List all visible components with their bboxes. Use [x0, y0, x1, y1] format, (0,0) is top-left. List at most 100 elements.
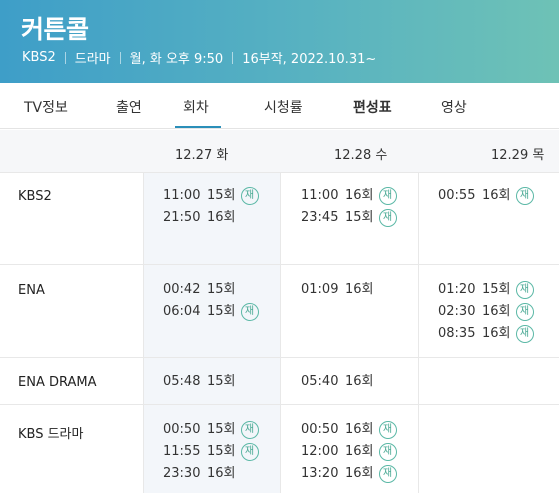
broadcast-slot: 02:30 16회 재: [438, 301, 534, 323]
meta-channel[interactable]: KBS2: [22, 50, 56, 65]
slot-time: 08:35: [438, 326, 476, 341]
slot-time: 06:04: [163, 304, 201, 319]
rerun-badge: 재: [515, 281, 534, 299]
date-col-3: 12.29 목: [491, 148, 545, 163]
slot-episode: 15회: [207, 282, 236, 297]
meta-divider: [232, 51, 234, 64]
slot-time: 12:00: [301, 444, 339, 459]
slot-time: 01:20: [438, 282, 476, 297]
slot-time: 00:50: [301, 422, 339, 437]
slot-episode: 15회: [482, 282, 511, 297]
today-column-highlight: [143, 173, 280, 493]
slot-episode: 16회: [345, 374, 374, 389]
date-col-1: 12.27 화: [175, 148, 229, 163]
rerun-badge: 재: [378, 187, 397, 205]
slot-episode: 15회: [207, 444, 236, 459]
slot-episode: 16회: [207, 210, 236, 225]
broadcast-slot: 05:40 16회: [301, 371, 374, 393]
slot-time: 11:00: [301, 188, 339, 203]
date-col-2: 12.28 수: [334, 148, 388, 163]
broadcast-slot: 01:20 15회 재: [438, 279, 534, 301]
row-divider: [0, 404, 559, 405]
slot-time: 11:55: [163, 444, 201, 459]
broadcast-slot: 11:55 15회 재: [163, 441, 259, 463]
tab-episodes[interactable]: 회차: [183, 100, 209, 116]
broadcast-slot: 11:00 16회 재: [301, 185, 397, 207]
slot-episode: 15회: [207, 304, 236, 319]
meta-genre: 드라마: [74, 52, 111, 67]
rerun-badge: 재: [240, 421, 259, 439]
slot-time: 23:45: [301, 210, 339, 225]
broadcast-slot: 12:00 16회 재: [301, 441, 397, 463]
slot-episode: 16회: [345, 466, 374, 481]
slot-time: 05:40: [301, 374, 339, 389]
slot-episode: 16회: [345, 188, 374, 203]
column-divider: [143, 173, 144, 493]
program-header: 커튼콜 KBS2 드라마 월, 화 오후 9:50 16부작, 2022.10.…: [0, 0, 559, 83]
row-divider: [0, 357, 559, 358]
rerun-badge: 재: [378, 465, 397, 483]
slot-time: 00:50: [163, 422, 201, 437]
column-divider: [418, 173, 419, 493]
slot-episode: 16회: [345, 422, 374, 437]
rerun-badge: 재: [240, 303, 259, 321]
channel-name: KBS2: [18, 189, 52, 204]
broadcast-slot: 05:48 15회: [163, 371, 236, 393]
tab-ratings[interactable]: 시청률: [264, 100, 303, 116]
broadcast-slot: 00:50 15회 재: [163, 419, 259, 441]
broadcast-slot: 00:50 16회 재: [301, 419, 397, 441]
slot-episode: 16회: [207, 466, 236, 481]
tab-videos[interactable]: 영상: [441, 100, 467, 116]
slot-time: 11:00: [163, 188, 201, 203]
broadcast-slot: 11:00 15회 재: [163, 185, 259, 207]
program-meta: KBS2 드라마 월, 화 오후 9:50 16부작, 2022.10.31~: [22, 48, 376, 67]
channel-name: ENA DRAMA: [18, 375, 97, 390]
rerun-badge: 재: [378, 421, 397, 439]
slot-time: 05:48: [163, 374, 201, 389]
rerun-badge: 재: [378, 209, 397, 227]
slot-episode: 15회: [207, 374, 236, 389]
slot-time: 00:55: [438, 188, 476, 203]
slot-time: 13:20: [301, 466, 339, 481]
schedule-date-header: 12.27 화 12.28 수 12.29 목: [0, 130, 559, 173]
broadcast-slot: 00:42 15회: [163, 279, 236, 301]
slot-time: 01:09: [301, 282, 339, 297]
row-divider: [0, 264, 559, 265]
slot-time: 23:30: [163, 466, 201, 481]
meta-episodes: 16부작, 2022.10.31~: [242, 52, 377, 67]
program-title: 커튼콜: [21, 15, 89, 44]
meta-divider: [119, 51, 121, 64]
slot-episode: 16회: [345, 444, 374, 459]
active-tab-indicator: [175, 126, 221, 128]
slot-time: 02:30: [438, 304, 476, 319]
rerun-badge: 재: [515, 303, 534, 321]
rerun-badge: 재: [515, 325, 534, 343]
tab-bar: TV정보 출연 회차 시청률 편성표 영상: [0, 83, 559, 129]
rerun-badge: 재: [240, 443, 259, 461]
channel-name: ENA: [18, 283, 45, 298]
slot-episode: 15회: [345, 210, 374, 225]
broadcast-slot: 23:45 15회 재: [301, 207, 397, 229]
broadcast-slot: 23:30 16회: [163, 463, 236, 485]
rerun-badge: 재: [378, 443, 397, 461]
slot-episode: 15회: [207, 188, 236, 203]
slot-episode: 15회: [207, 422, 236, 437]
rerun-badge: 재: [515, 187, 534, 205]
tab-schedule[interactable]: 편성표: [353, 100, 392, 116]
broadcast-slot: 21:50 16회: [163, 207, 236, 229]
slot-episode: 16회: [482, 326, 511, 341]
broadcast-slot: 08:35 16회 재: [438, 323, 534, 345]
channel-name: KBS 드라마: [18, 427, 84, 442]
slot-episode: 16회: [345, 282, 374, 297]
rerun-badge: 재: [240, 187, 259, 205]
column-divider: [280, 173, 281, 493]
slot-time: 21:50: [163, 210, 201, 225]
broadcast-slot: 13:20 16회 재: [301, 463, 397, 485]
broadcast-slot: 06:04 15회 재: [163, 301, 259, 323]
slot-episode: 16회: [482, 304, 511, 319]
meta-airtime: 월, 화 오후 9:50: [129, 52, 224, 67]
broadcast-slot: 00:55 16회 재: [438, 185, 534, 207]
tab-tv-info[interactable]: TV정보: [24, 100, 68, 116]
broadcast-slot: 01:09 16회: [301, 279, 374, 301]
tab-cast[interactable]: 출연: [116, 100, 142, 116]
